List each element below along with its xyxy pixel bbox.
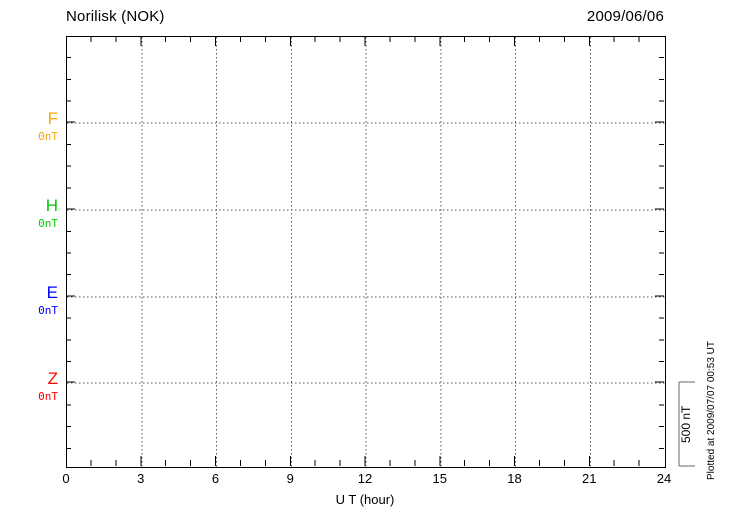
- component-unit-Z: 0nT: [38, 390, 58, 403]
- xtick-label-24: 24: [656, 471, 672, 486]
- component-unit-E: 0nT: [38, 304, 58, 317]
- plotted-at-stamp: Plotted at 2009/07/07 00:53 UT: [706, 341, 717, 480]
- xtick-label-3: 3: [137, 471, 145, 486]
- xtick-label-18: 18: [507, 471, 522, 486]
- component-label-Z: Z: [47, 369, 58, 388]
- xtick-label-6: 6: [211, 471, 220, 486]
- component-label-F: F: [47, 109, 58, 128]
- scale-bar: [678, 381, 695, 467]
- xtick-label-12: 12: [357, 471, 373, 486]
- xtick-label-0: 0: [62, 471, 70, 486]
- plot-date: 2009/06/06: [586, 8, 664, 25]
- component-label-E: E: [46, 283, 58, 302]
- scale-bar-label: 500 nT: [679, 405, 693, 443]
- grid-lines: [67, 37, 665, 467]
- xtick-label-21: 21: [582, 471, 597, 486]
- component-unit-H: 0nT: [38, 217, 58, 230]
- xtick-label-15: 15: [432, 471, 447, 486]
- plot-frame: [66, 36, 666, 468]
- component-label-H: H: [45, 196, 58, 215]
- page-title: Norilisk (NOK): [66, 8, 165, 25]
- x-axis-title: U T (hour): [335, 492, 395, 507]
- component-unit-F: 0nT: [38, 130, 58, 143]
- xtick-label-9: 9: [286, 471, 294, 486]
